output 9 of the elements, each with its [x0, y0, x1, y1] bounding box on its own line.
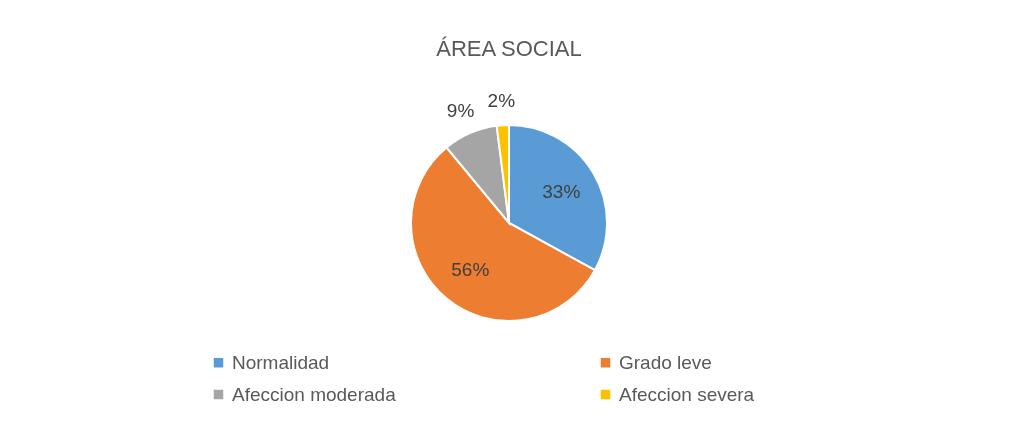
data-label: 56% [451, 258, 490, 280]
data-label: 9% [446, 100, 475, 122]
legend-label: Grado leve [619, 351, 712, 373]
legend-label: Afeccion moderada [232, 383, 397, 405]
legend-label: Afeccion severa [619, 383, 755, 405]
data-label: 33% [542, 181, 581, 203]
data-label: 2% [487, 90, 516, 112]
legend-label: Normalidad [232, 351, 330, 373]
chart-title: ÁREA SOCIAL [436, 36, 582, 61]
